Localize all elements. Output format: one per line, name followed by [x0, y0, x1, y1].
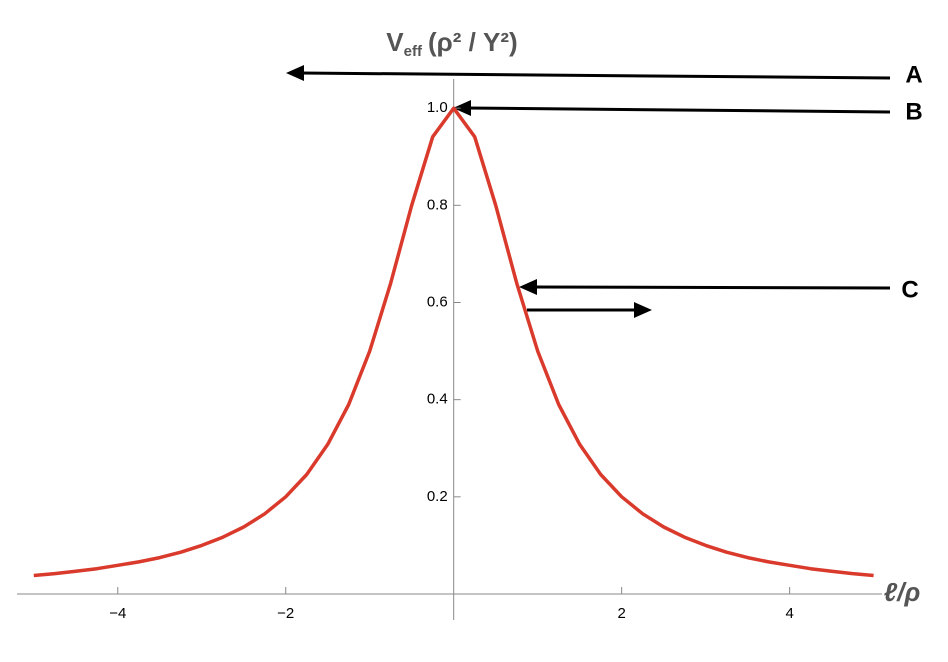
- annotation-label: C: [901, 276, 918, 303]
- arrowhead-c: [519, 279, 537, 295]
- x-axis-label: ℓ/ρ: [884, 577, 920, 607]
- annotation-label: A: [905, 61, 922, 88]
- annotation-label: B: [905, 98, 922, 125]
- arrowhead-b: [453, 100, 471, 116]
- y-tick-label: 1.0: [427, 99, 448, 116]
- y-axis-label: Veff (ρ² / Y²): [386, 27, 517, 60]
- arrow-a: [299, 71, 891, 80]
- y-tick-label: 0.4: [427, 391, 448, 408]
- x-tick-label: −2: [277, 605, 294, 622]
- y-tick-label: 0.8: [427, 196, 448, 213]
- arrowhead-right: [634, 302, 652, 318]
- x-tick-label: −4: [109, 605, 126, 622]
- x-tick-label: 4: [785, 605, 793, 622]
- y-label-sub: eff: [404, 43, 423, 60]
- arrowhead-a: [286, 65, 304, 81]
- data-line: [33, 106, 874, 578]
- arrow-c: [531, 285, 891, 290]
- y-tick-label: 0.6: [427, 293, 448, 310]
- y-label-base: V: [386, 27, 404, 57]
- arrow-b: [465, 106, 891, 114]
- x-tick-label: 2: [617, 605, 625, 622]
- annotation-arrows: [286, 65, 891, 318]
- y-tick-label: 0.2: [427, 488, 448, 505]
- y-label-rest: (ρ² / Y²): [428, 27, 518, 57]
